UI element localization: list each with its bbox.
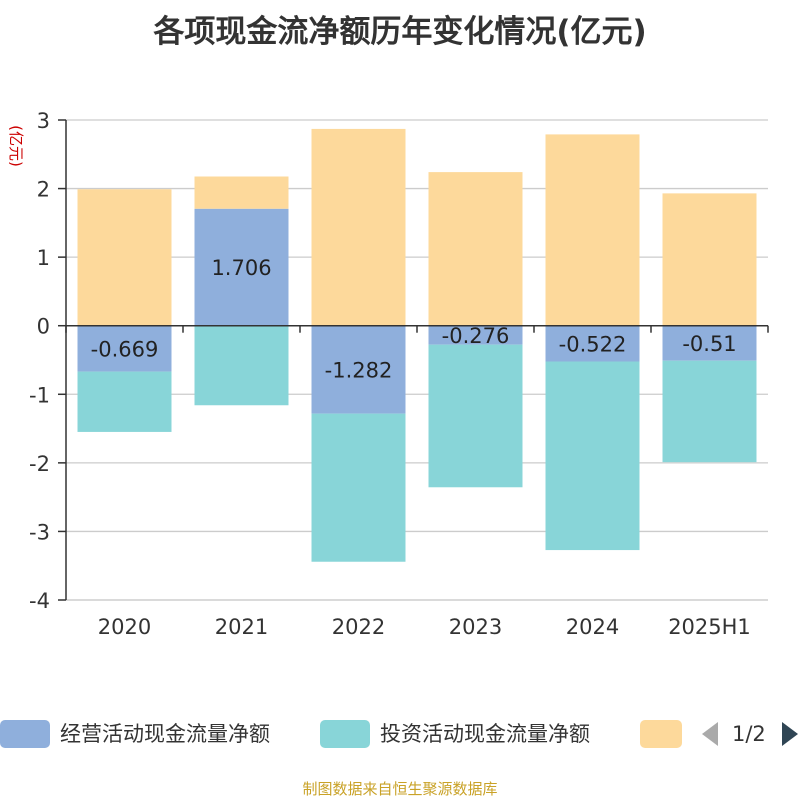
- data-source-note: 制图数据来自恒生聚源数据库: [302, 780, 498, 798]
- bar-series-2-2021: [194, 176, 289, 209]
- data-label-2024: -0.522: [559, 333, 627, 357]
- y-tick-label: -4: [29, 589, 50, 613]
- y-tick-label: -3: [29, 520, 50, 544]
- x-tick-label: 2024: [566, 615, 619, 639]
- legend-swatch-third: [640, 720, 682, 748]
- legend-label-operating: 经营活动现金流量净额: [60, 722, 270, 746]
- y-tick-label: 1: [37, 246, 50, 270]
- bar-chart: 3 2 1 0 -1 -2 -3 -4 2020 2021 2022 2023 2024 2025H1 -…: [7, 109, 769, 639]
- bar-series-1-2020: [77, 371, 172, 432]
- bars: [77, 128, 757, 562]
- data-labels: -0.669 1.706 -1.282 -0.276 -0.522 -0.51: [91, 256, 737, 382]
- y-axis-title: (亿元): [7, 125, 25, 167]
- bar-series-2-2025H1: [662, 193, 757, 326]
- axes: 3 2 1 0 -1 -2 -3 -4 2020 2021 2022 2023 2024 2025H1: [29, 109, 769, 639]
- bar-series-0-2024: [545, 325, 640, 362]
- legend-swatch-investing: [320, 720, 370, 748]
- data-label-2025H1: -0.51: [682, 332, 736, 356]
- x-tick-label: 2021: [215, 615, 268, 639]
- bar-series-1-2023: [428, 344, 523, 488]
- data-label-2022: -1.282: [325, 359, 393, 383]
- data-label-2020: -0.669: [91, 338, 159, 362]
- prev-page-icon[interactable]: [702, 722, 718, 746]
- legend-swatch-operating: [0, 720, 50, 748]
- legend-pager: 1/2: [700, 720, 800, 748]
- bar-series-2-2022: [311, 128, 406, 326]
- bar-series-0-2022: [311, 325, 406, 414]
- bar-series-2-2020: [77, 189, 172, 326]
- bar-series-1-2024: [545, 361, 640, 551]
- bar-series-2-2024: [545, 134, 640, 326]
- data-label-2021: 1.706: [211, 256, 271, 280]
- x-tick-label: 2022: [332, 615, 385, 639]
- y-tick-label: 0: [37, 315, 50, 339]
- bar-series-0-2021: [194, 208, 289, 326]
- y-tick-label: 3: [37, 109, 50, 133]
- bar-series-1-2025H1: [662, 360, 757, 463]
- y-tick-label: -1: [29, 383, 50, 407]
- bar-series-0-2020: [77, 325, 172, 372]
- legend-page-indicator: 1/2: [732, 722, 766, 746]
- y-tick-label: -2: [29, 452, 50, 476]
- legend: 经营活动现金流量净额 投资活动现金流量净额 1/2: [0, 714, 800, 754]
- x-tick-label: 2025H1: [668, 615, 751, 639]
- next-page-icon[interactable]: [782, 722, 798, 746]
- x-tick-label: 2023: [449, 615, 502, 639]
- bar-series-0-2023: [428, 325, 523, 345]
- bar-series-1-2021: [194, 325, 289, 406]
- data-label-2023: -0.276: [442, 324, 510, 348]
- bar-series-1-2022: [311, 413, 406, 562]
- bar-series-2-2023: [428, 172, 523, 326]
- y-tick-label: 2: [37, 178, 50, 202]
- bar-series-0-2025H1: [662, 325, 757, 361]
- legend-label-investing: 投资活动现金流量净额: [380, 722, 590, 746]
- x-tick-label: 2020: [98, 615, 151, 639]
- chart-title: 各项现金流净额历年变化情况(亿元): [153, 14, 647, 50]
